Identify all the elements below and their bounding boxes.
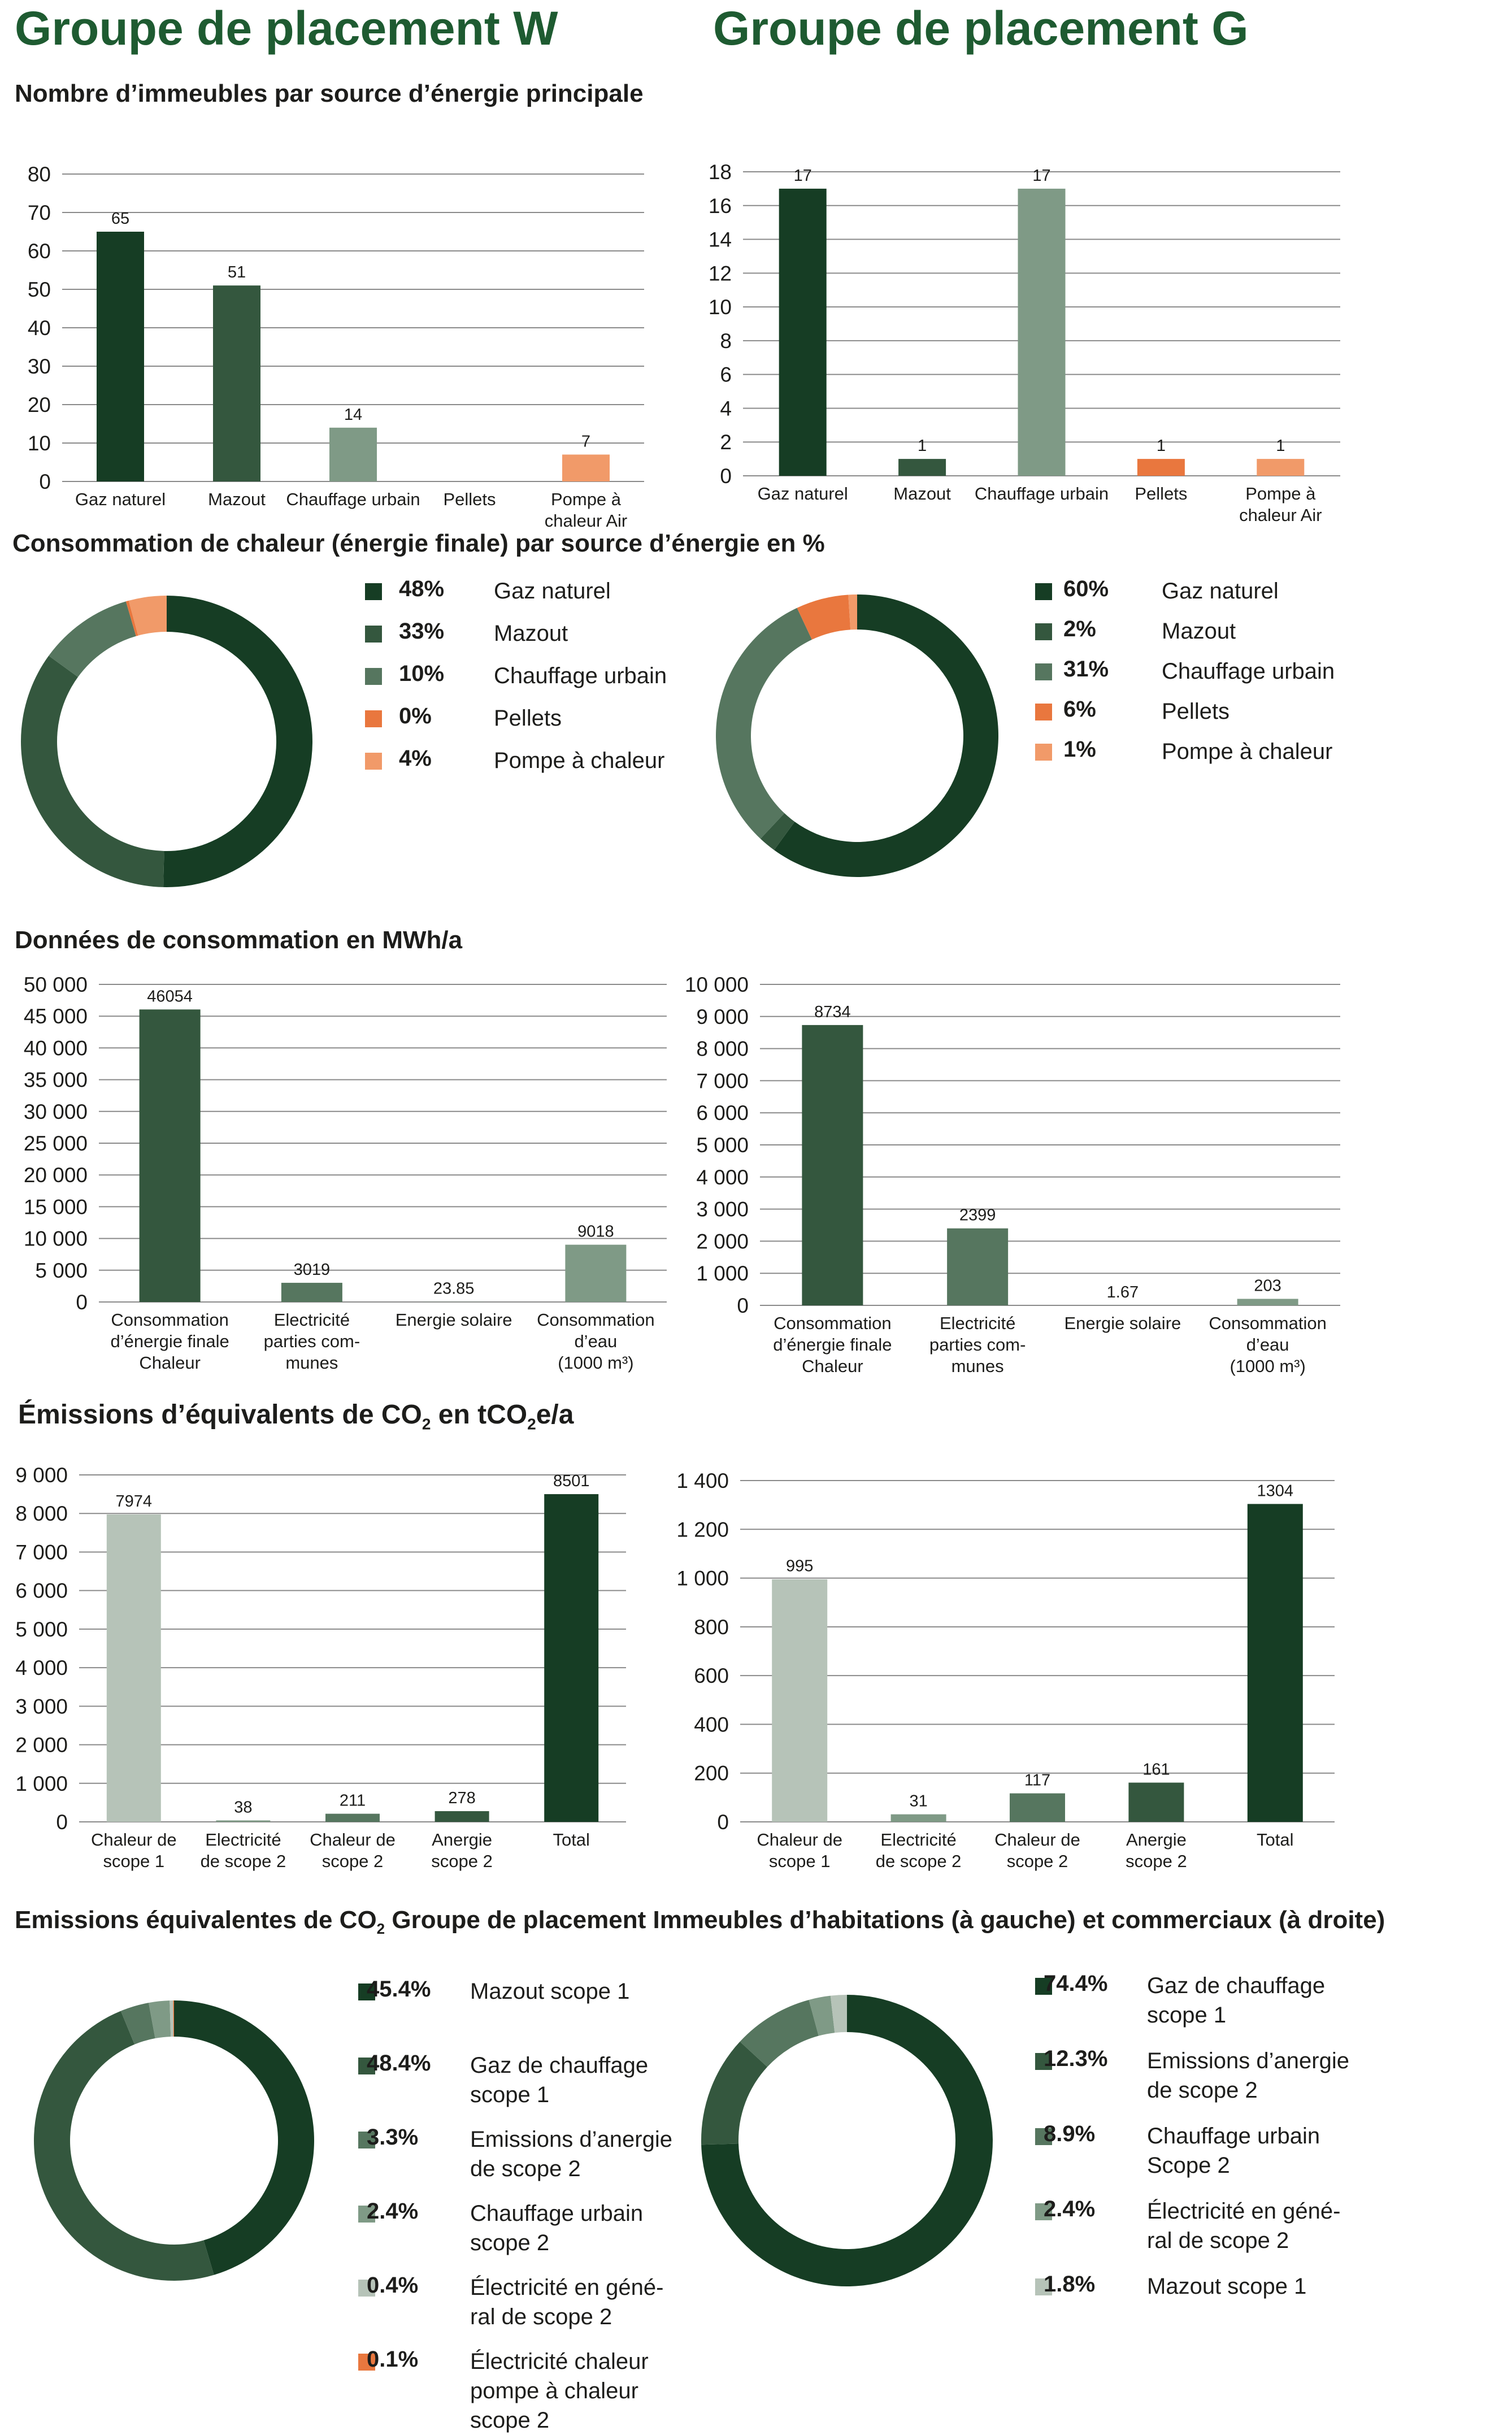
- legend-label: Chauffage urbain Scope 2: [1147, 2121, 1320, 2180]
- legend-swatch: [365, 753, 382, 770]
- legend-swatch: [365, 626, 382, 643]
- legend-percent: 33%: [399, 619, 444, 644]
- legend-percent: 6%: [1063, 697, 1096, 722]
- legend-label: Électricité en géné- ral de scope 2: [1147, 2197, 1340, 2255]
- legend-swatch: [1035, 663, 1052, 680]
- legend-label: Gaz de chauffage scope 1: [1147, 1971, 1325, 2030]
- legend-label: Mazout: [1162, 617, 1236, 646]
- legend-swatch: [1035, 583, 1052, 600]
- legend-label: Chauffage urbain scope 2: [470, 2199, 643, 2258]
- legend-label: Électricité en géné- ral de scope 2: [470, 2273, 663, 2332]
- legend-label: Mazout: [494, 619, 568, 648]
- legend-swatch: [1035, 704, 1052, 720]
- legend-label: Gaz de chauffage scope 1: [470, 2051, 648, 2110]
- legend-swatch: [1035, 744, 1052, 761]
- legend-label: Pompe à chaleur: [1162, 737, 1332, 766]
- legend-label: Pellets: [1162, 697, 1229, 726]
- legend-percent: 2.4%: [367, 2199, 418, 2224]
- legend-percent: 1%: [1063, 737, 1096, 762]
- legend-percent: 3.3%: [367, 2125, 418, 2150]
- legend-percent: 2%: [1063, 617, 1096, 642]
- legend-percent: 0.4%: [367, 2273, 418, 2298]
- legend-label: Gaz naturel: [1162, 576, 1279, 606]
- legend-percent: 0.1%: [367, 2347, 418, 2372]
- legend-swatch: [365, 583, 382, 600]
- legend-percent: 60%: [1063, 576, 1109, 602]
- legend-percent: 48%: [399, 576, 444, 602]
- legend-label: Gaz naturel: [494, 576, 611, 606]
- legend-label: Emissions d’anergie de scope 2: [1147, 2046, 1349, 2105]
- legend-label: Chauffage urbain: [1162, 657, 1335, 686]
- legend-label: Mazout scope 1: [1147, 2272, 1306, 2301]
- legend-percent: 45.4%: [367, 1977, 431, 2002]
- legend-label: Pellets: [494, 704, 562, 733]
- legend-percent: 1.8%: [1044, 2272, 1095, 2297]
- legend-swatch: [1035, 623, 1052, 640]
- legend-swatch: [365, 710, 382, 727]
- legend-percent: 48.4%: [367, 2051, 431, 2076]
- legend-percent: 31%: [1063, 657, 1109, 682]
- legend-label: Emissions d’anergie de scope 2: [470, 2125, 672, 2184]
- legend-label: Mazout scope 1: [470, 1977, 629, 2006]
- legend-percent: 2.4%: [1044, 2197, 1095, 2222]
- legend-label: Électricité chaleur pompe à chaleur scop…: [470, 2347, 649, 2435]
- legend-swatch: [365, 668, 382, 685]
- legend-percent: 8.9%: [1044, 2121, 1095, 2147]
- legend-percent: 74.4%: [1044, 1971, 1107, 1996]
- legend-label: Chauffage urbain: [494, 661, 667, 691]
- legend-percent: 12.3%: [1044, 2046, 1107, 2072]
- legend-percent: 0%: [399, 704, 432, 729]
- legend-percent: 10%: [399, 661, 444, 687]
- legend-percent: 4%: [399, 746, 432, 771]
- legend-label: Pompe à chaleur: [494, 746, 664, 775]
